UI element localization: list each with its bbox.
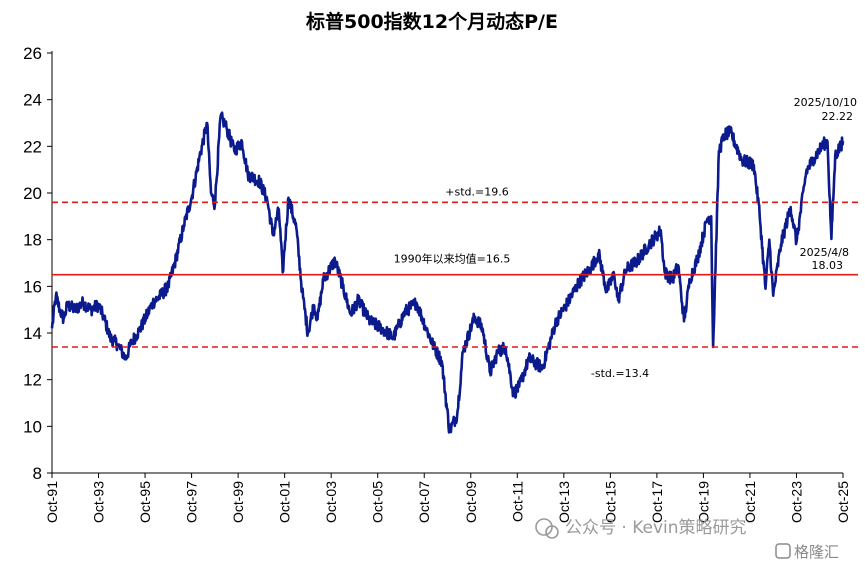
y-tick-label: 24 [23,91,42,110]
y-tick-label: 14 [23,324,42,343]
x-axis-ticks: Oct-91 Oct-93 Oct-95 Oct-97 Oct-99 Oct-01 Oct-… [44,473,851,523]
annotation-value: 22.22 [822,110,854,123]
x-tick-label: Oct-23 [788,481,804,523]
x-tick-label: Oct-93 [91,481,107,523]
annotation-date: 2025/10/10 [794,96,857,109]
watermark-brand: 格隆汇 [794,543,839,561]
x-tick-label: Oct-95 [137,481,153,523]
x-tick-label: Oct-05 [370,481,386,523]
axes [51,51,843,474]
x-tick-label: Oct-15 [602,481,618,523]
y-tick-label: 16 [23,277,42,296]
reference-lines: +std.=19.6 1990年以来均值=16.5 -std.=13.4 [52,185,858,380]
x-tick-label: Oct-03 [323,481,339,523]
wechat-icon [535,518,553,536]
y-tick-label: 26 [23,44,42,63]
x-tick-label: Oct-01 [277,481,293,523]
y-axis-ticks: 8 10 12 14 16 18 20 22 24 26 [23,44,52,483]
annotation-value: 18.03 [812,259,844,272]
reference-line-label: 1990年以来均值=16.5 [394,252,511,266]
watermark: 公众号 · Kevin策略研究 格隆汇 [535,518,839,561]
y-tick-label: 10 [23,417,42,436]
annotation-date: 2025/4/8 [800,246,849,259]
reference-line-label: -std.=13.4 [591,367,649,380]
x-tick-label: Oct-99 [230,481,246,523]
x-tick-label: Oct-91 [44,481,60,523]
y-tick-label: 22 [23,137,42,156]
watermark-text: 公众号 · Kevin策略研究 [565,518,747,538]
chart-title: 标普500指数12个月动态P/E [306,10,558,33]
x-tick-label: Oct-21 [742,481,758,523]
x-tick-label: Oct-25 [835,481,851,523]
wechat-icon-small [545,525,559,539]
x-tick-label: Oct-11 [509,481,525,522]
y-tick-label: 12 [23,371,42,390]
x-tick-label: Oct-07 [416,481,432,523]
y-tick-label: 20 [23,184,42,203]
pe-series-line [50,111,845,434]
x-tick-label: Oct-13 [556,481,572,523]
y-tick-label: 8 [33,464,42,483]
x-tick-label: Oct-17 [649,481,665,523]
reference-line-label: +std.=19.6 [445,185,508,198]
y-tick-label: 18 [23,231,42,250]
x-tick-label: Oct-09 [463,481,479,523]
x-tick-label: Oct-97 [184,481,200,523]
brand-logo-icon [775,543,791,559]
series-layer [50,111,845,434]
x-tick-label: Oct-19 [695,481,711,523]
